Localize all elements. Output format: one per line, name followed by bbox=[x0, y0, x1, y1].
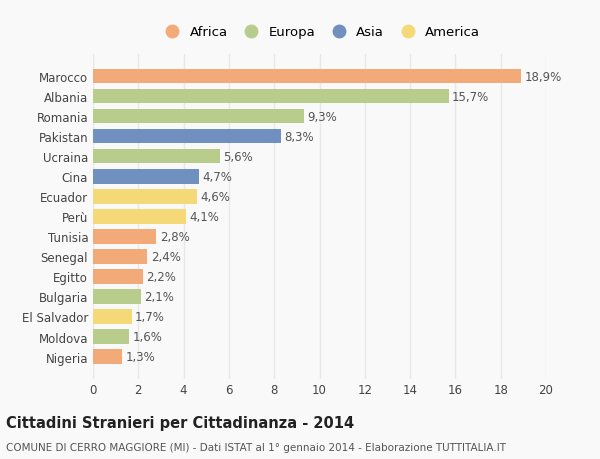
Text: 4,1%: 4,1% bbox=[189, 210, 219, 224]
Text: 4,6%: 4,6% bbox=[200, 190, 230, 203]
Bar bbox=[93, 230, 157, 244]
Text: 9,3%: 9,3% bbox=[307, 111, 337, 123]
Text: 8,3%: 8,3% bbox=[284, 130, 314, 143]
Bar bbox=[93, 190, 197, 204]
Text: 1,7%: 1,7% bbox=[135, 310, 165, 323]
Bar bbox=[93, 350, 122, 364]
Text: 18,9%: 18,9% bbox=[524, 71, 562, 84]
Bar bbox=[93, 250, 148, 264]
Bar bbox=[93, 290, 140, 304]
Bar bbox=[93, 150, 220, 164]
Text: Cittadini Stranieri per Cittadinanza - 2014: Cittadini Stranieri per Cittadinanza - 2… bbox=[6, 415, 354, 431]
Text: 1,3%: 1,3% bbox=[126, 350, 155, 363]
Text: 1,6%: 1,6% bbox=[133, 330, 163, 343]
Text: 15,7%: 15,7% bbox=[452, 90, 489, 103]
Bar bbox=[93, 170, 199, 184]
Bar bbox=[93, 330, 129, 344]
Text: 4,7%: 4,7% bbox=[203, 170, 233, 184]
Legend: Africa, Europa, Asia, America: Africa, Europa, Asia, America bbox=[159, 26, 480, 39]
Text: 2,8%: 2,8% bbox=[160, 230, 190, 243]
Bar bbox=[93, 90, 449, 104]
Text: 2,4%: 2,4% bbox=[151, 250, 181, 263]
Text: 2,2%: 2,2% bbox=[146, 270, 176, 283]
Text: COMUNE DI CERRO MAGGIORE (MI) - Dati ISTAT al 1° gennaio 2014 - Elaborazione TUT: COMUNE DI CERRO MAGGIORE (MI) - Dati IST… bbox=[6, 442, 506, 452]
Text: 5,6%: 5,6% bbox=[223, 151, 253, 163]
Bar bbox=[93, 130, 281, 144]
Bar bbox=[93, 70, 521, 84]
Text: 2,1%: 2,1% bbox=[144, 291, 174, 303]
Bar bbox=[93, 210, 186, 224]
Bar bbox=[93, 269, 143, 284]
Bar bbox=[93, 310, 131, 324]
Bar bbox=[93, 110, 304, 124]
